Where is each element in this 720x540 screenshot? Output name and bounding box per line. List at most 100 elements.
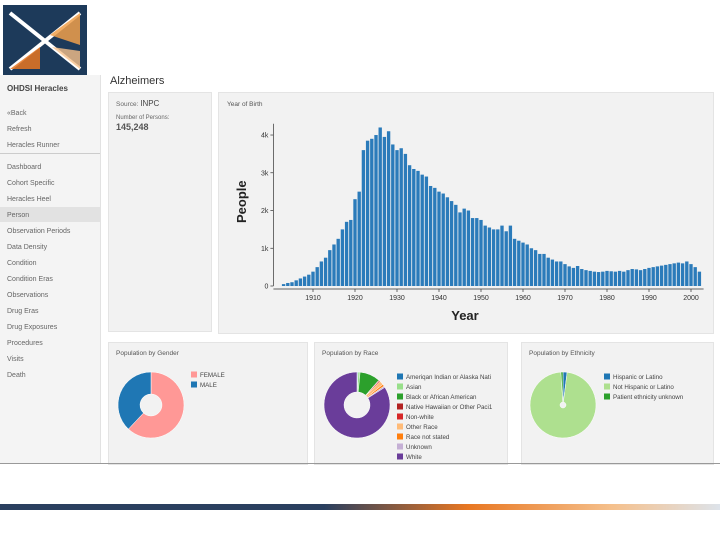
bar xyxy=(462,208,466,286)
footer-band xyxy=(0,504,720,510)
bar xyxy=(571,267,576,286)
bar xyxy=(622,271,626,286)
legend-swatch xyxy=(191,371,197,378)
legend-label: Not Hispanic or Latino xyxy=(613,384,674,391)
bar xyxy=(349,219,353,286)
x-tick-label: 1970 xyxy=(557,295,573,302)
x-axis-label: Year xyxy=(451,308,478,323)
nav-item[interactable]: Cohort Specific xyxy=(7,180,55,187)
bar xyxy=(323,257,328,286)
legend-swatch xyxy=(397,383,403,390)
bar xyxy=(395,150,399,286)
nav-item[interactable]: «Back xyxy=(7,110,27,117)
x-tick-label: 1910 xyxy=(305,295,321,302)
nav-item[interactable]: Person xyxy=(7,212,30,219)
nav-item[interactable]: Drug Exposures xyxy=(7,324,58,331)
bar xyxy=(613,271,618,286)
bar xyxy=(655,266,660,286)
bar xyxy=(294,280,298,286)
nav-item[interactable]: Observation Periods xyxy=(7,228,71,235)
nav-item[interactable]: Condition xyxy=(7,260,37,267)
legend-label: Asian xyxy=(406,384,422,391)
chart-title: Population by Ethnicity xyxy=(529,350,596,357)
bar xyxy=(542,253,546,286)
bar xyxy=(647,267,651,286)
legend-label: Non-white xyxy=(406,414,434,421)
bar xyxy=(302,276,307,286)
bar xyxy=(609,271,613,286)
bar xyxy=(517,240,521,286)
legend-label: MALE xyxy=(200,382,217,389)
bar xyxy=(479,219,483,286)
bar xyxy=(475,218,479,286)
nav-item[interactable]: Heracles Heel xyxy=(7,196,51,203)
bar xyxy=(672,263,676,286)
bar xyxy=(638,270,643,286)
race-chart: Population by Race Ameriqan Indian or Ala… xyxy=(322,350,493,461)
x-tick-label: 1920 xyxy=(347,295,363,302)
nav-item[interactable]: Visits xyxy=(7,356,24,363)
selected-highlight xyxy=(0,207,100,222)
nav-item[interactable]: Observations xyxy=(7,292,49,299)
bar xyxy=(487,227,492,286)
persons-value: 145,248 xyxy=(116,122,149,132)
nav-item[interactable]: Procedures xyxy=(7,340,43,347)
gender-panel: Population by Gender FEMALE MALE xyxy=(108,342,308,465)
source-value: INPC xyxy=(140,99,160,108)
bar xyxy=(659,265,664,286)
bar xyxy=(420,174,424,286)
bar xyxy=(575,265,580,286)
sidebar: OHDSI Heracles «Back Refresh Heracles Runn… xyxy=(0,75,101,463)
bar xyxy=(407,165,412,286)
bar xyxy=(445,197,450,286)
legend-swatch xyxy=(604,373,610,380)
bar xyxy=(399,148,403,286)
bar xyxy=(634,269,639,286)
x-tick-label: 1940 xyxy=(431,295,447,302)
bar xyxy=(592,271,597,286)
y-axis-label: People xyxy=(234,180,249,223)
bar xyxy=(315,267,319,286)
pie-slice xyxy=(529,371,597,439)
bar xyxy=(668,264,672,286)
nav-item[interactable]: Condition Eras xyxy=(7,276,53,283)
page-title: Alzheimers xyxy=(110,75,165,87)
bar xyxy=(307,274,311,286)
bar xyxy=(693,267,697,286)
legend-label: White xyxy=(406,454,422,461)
bar xyxy=(386,131,391,286)
nav-item[interactable]: Dashboard xyxy=(7,164,42,171)
bar xyxy=(281,284,286,286)
bar xyxy=(550,259,555,286)
legend-label: FEMALE xyxy=(200,372,225,379)
pie-slice xyxy=(117,371,152,430)
logo xyxy=(3,5,87,75)
bar xyxy=(596,272,601,286)
bar xyxy=(559,261,563,286)
y-tick-label: 0 xyxy=(264,284,268,291)
nav-item[interactable]: Refresh xyxy=(7,126,32,133)
bar xyxy=(470,218,475,286)
bar xyxy=(332,244,336,286)
histogram-panel: Year of Birth 0 1k 2k 3k 4k 1910 1920 1930 1940 19… xyxy=(218,92,714,334)
x-tick-label: 1990 xyxy=(641,295,657,302)
histogram: Year of Birth 0 1k 2k 3k 4k 1910 1920 1930 1940 19… xyxy=(227,101,704,323)
bar xyxy=(491,229,496,286)
bar xyxy=(525,244,529,286)
nav-item[interactable]: Death xyxy=(7,372,26,379)
legend-label: Unknown xyxy=(406,444,432,451)
bar xyxy=(433,187,437,286)
bar xyxy=(290,282,294,286)
nav-item[interactable]: Heracles Runner xyxy=(7,142,60,149)
nav-item[interactable]: Data Density xyxy=(7,244,48,251)
x-tick-label: 1930 xyxy=(389,295,405,302)
pie-slice xyxy=(128,371,185,439)
nav-item[interactable]: Drug Eras xyxy=(7,308,39,315)
bar xyxy=(437,191,441,286)
bar xyxy=(340,229,345,286)
chart-title: Year of Birth xyxy=(227,101,263,108)
legend-label: Native Hawaiian or Other Paci1 xyxy=(406,404,493,411)
chart-title: Population by Race xyxy=(322,350,379,357)
bar xyxy=(483,225,487,286)
bar xyxy=(496,229,500,286)
